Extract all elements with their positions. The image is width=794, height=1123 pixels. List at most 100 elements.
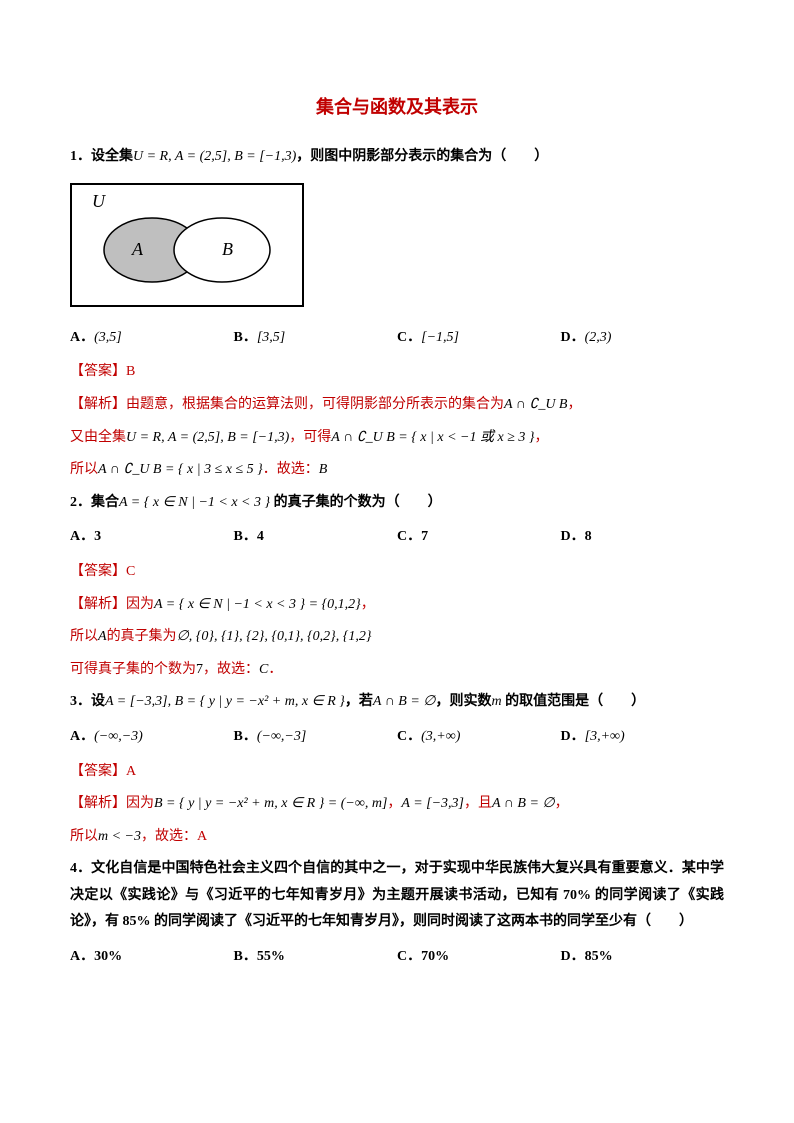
- q3-s1a: 因为: [126, 796, 154, 811]
- q3-s1e: ，且: [464, 796, 492, 811]
- q1-stem: 1．设全集U = R, A = (2,5], B = [−1,3)，则图中阴影部…: [70, 144, 724, 171]
- q2-opt-b: B．4: [234, 524, 398, 551]
- q2-s2d: ∅, {0}, {1}, {2}, {0,1}, {0,2}, {1,2}: [177, 629, 372, 644]
- opt-label-c: C．: [397, 949, 421, 964]
- q4-opt-b-val: 55%: [257, 949, 285, 964]
- answer-label: 【答案】: [70, 564, 126, 579]
- q1-opt-b-val: [3,5]: [257, 330, 285, 345]
- q1-s3b: A ∩ ∁_U B = { x | 3 ≤ x ≤ 5 }: [98, 462, 263, 477]
- opt-label-d: D．: [561, 330, 585, 345]
- opt-label-a: A．: [70, 529, 94, 544]
- q2-s3d: C: [259, 662, 268, 677]
- q2-s2a: 所以: [70, 629, 98, 644]
- q2-opt-b-val: 4: [257, 529, 264, 544]
- opt-label-b: B．: [234, 330, 257, 345]
- venn-u-label: U: [92, 191, 106, 211]
- q1-s2c: ，可得: [289, 430, 331, 445]
- q1-opt-a-val: (3,5]: [94, 330, 122, 345]
- q1-opt-a: A．(3,5]: [70, 325, 234, 352]
- q2-s3c: ，故选：: [203, 662, 259, 677]
- q1-s1a: 由题意，根据集合的运算法则，可得阴影部分所表示的集合为: [126, 397, 504, 412]
- opt-label-d: D．: [561, 529, 585, 544]
- q1-s2e: ，: [534, 430, 548, 445]
- opt-label-c: C．: [397, 529, 421, 544]
- q2-stem-a: 2．集合: [70, 495, 119, 510]
- q2-s3e: ．: [268, 662, 282, 677]
- q1-answer: 【答案】B: [70, 359, 724, 386]
- q4-opt-d-val: 85%: [585, 949, 613, 964]
- opt-label-d: D．: [561, 729, 585, 744]
- q3-s1c: ，: [387, 796, 401, 811]
- q1-stem-c: ，则图中阴影部分表示的集合为（ ）: [296, 149, 548, 164]
- page-title: 集合与函数及其表示: [70, 90, 724, 124]
- q4-options: A．30% B．55% C．70% D．85%: [70, 944, 724, 971]
- q1-s3d: B: [319, 462, 328, 477]
- q4-opt-c: C．70%: [397, 944, 561, 971]
- q2-s3a: 可得真子集的个数为: [70, 662, 196, 677]
- q2-sol-1: 【解析】因为A = { x ∈ N | −1 < x < 3 } = {0,1,…: [70, 592, 724, 619]
- q1-answer-val: B: [126, 364, 135, 379]
- opt-label-b: B．: [234, 529, 257, 544]
- q1-opt-d: D．(2,3): [561, 325, 725, 352]
- q2-stem-c: 的真子集的个数为（ ）: [270, 495, 442, 510]
- sol-label: 【解析】: [70, 397, 126, 412]
- venn-b-label: B: [222, 239, 233, 259]
- q1-opt-b: B．[3,5]: [234, 325, 398, 352]
- q1-sol-1: 【解析】由题意，根据集合的运算法则，可得阴影部分所表示的集合为A ∩ ∁_U B…: [70, 392, 724, 419]
- opt-label-c: C．: [397, 330, 421, 345]
- q3-stem-a: 3．设: [70, 694, 105, 709]
- q1-expr: U = R, A = (2,5], B = [−1,3): [133, 149, 296, 164]
- q1-s2b: U = R, A = (2,5], B = [−1,3): [126, 430, 289, 445]
- q1-opt-c-val: [−1,5]: [421, 330, 459, 345]
- q4-opt-a: A．30%: [70, 944, 234, 971]
- q3-options: A．(−∞,−3) B．(−∞,−3] C．(3,+∞) D．[3,+∞): [70, 724, 724, 751]
- venn-diagram: U A B: [70, 183, 304, 307]
- sol-label: 【解析】: [70, 597, 126, 612]
- q2-s3b: 7: [196, 662, 203, 677]
- q1-options: A．(3,5] B．[3,5] C．[−1,5] D．(2,3): [70, 325, 724, 352]
- opt-label-a: A．: [70, 729, 94, 744]
- q2-opt-c: C．7: [397, 524, 561, 551]
- q1-s1c: ，: [567, 397, 581, 412]
- q1-s2a: 又由全集: [70, 430, 126, 445]
- q1-stem-a: 1．设全集: [70, 149, 133, 164]
- q3-stem-c: ，若: [345, 694, 373, 709]
- q2-s1b: A = { x ∈ N | −1 < x < 3 } = {0,1,2}: [154, 597, 361, 612]
- q1-s3c: ．故选：: [263, 462, 319, 477]
- q1-opt-d-val: (2,3): [585, 330, 612, 345]
- q2-answer: 【答案】C: [70, 559, 724, 586]
- q1-s3a: 所以: [70, 462, 98, 477]
- q1-sol-3: 所以A ∩ ∁_U B = { x | 3 ≤ x ≤ 5 }．故选：B: [70, 457, 724, 484]
- q2-s2b: A: [98, 629, 107, 644]
- q4-opt-a-val: 30%: [94, 949, 122, 964]
- q2-options: A．3 B．4 C．7 D．8: [70, 524, 724, 551]
- q4-opt-c-val: 70%: [421, 949, 449, 964]
- q3-sol-2: 所以m < −3，故选：A: [70, 824, 724, 851]
- q2-opt-d-val: 8: [585, 529, 592, 544]
- q2-sol-3: 可得真子集的个数为7，故选：C．: [70, 657, 724, 684]
- q3-expr: A = [−3,3], B = { y | y = −x² + m, x ∈ R…: [105, 694, 345, 709]
- q3-opt-d-val: [3,+∞): [585, 729, 625, 744]
- q3-sol-1: 【解析】因为B = { y | y = −x² + m, x ∈ R } = (…: [70, 791, 724, 818]
- venn-a-label: A: [131, 239, 144, 259]
- q3-opt-c: C．(3,+∞): [397, 724, 561, 751]
- q4-opt-b: B．55%: [234, 944, 398, 971]
- q2-expr: A = { x ∈ N | −1 < x < 3 }: [119, 495, 270, 510]
- q3-stem: 3．设A = [−3,3], B = { y | y = −x² + m, x …: [70, 689, 724, 716]
- q3-answer-val: A: [126, 764, 136, 779]
- q4-opt-d: D．85%: [561, 944, 725, 971]
- answer-label: 【答案】: [70, 364, 126, 379]
- q3-opt-d: D．[3,+∞): [561, 724, 725, 751]
- q3-stem-g: 的取值范围是（ ）: [502, 694, 646, 709]
- q2-opt-a: A．3: [70, 524, 234, 551]
- opt-label-c: C．: [397, 729, 421, 744]
- q1-s2d: A ∩ ∁_U B = { x | x < −1 或 x ≥ 3 }: [331, 430, 534, 445]
- q3-s2b: m < −3: [98, 829, 141, 844]
- q3-s2c: ，故选：A: [141, 829, 207, 844]
- q4-stem: 4．文化自信是中国特色社会主义四个自信的其中之一，对于实现中华民族伟大复兴具有重…: [70, 856, 724, 936]
- opt-label-b: B．: [234, 729, 257, 744]
- q3-opt-a: A．(−∞,−3): [70, 724, 234, 751]
- q2-s1c: ，: [361, 597, 375, 612]
- q1-s1b: A ∩ ∁_U B: [504, 397, 567, 412]
- q3-s1g: ，: [555, 796, 569, 811]
